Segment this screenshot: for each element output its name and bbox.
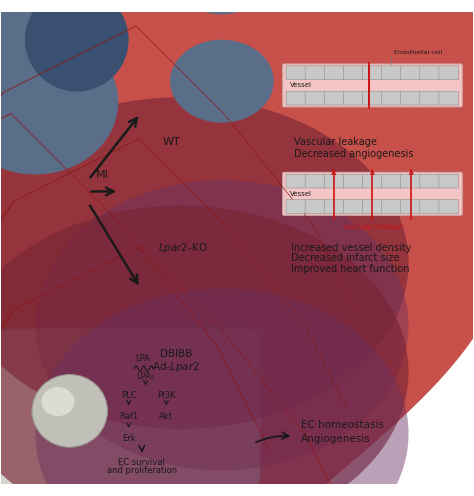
Text: Raf1: Raf1 <box>119 412 138 421</box>
FancyBboxPatch shape <box>382 199 401 213</box>
Ellipse shape <box>41 387 74 416</box>
FancyBboxPatch shape <box>305 174 325 188</box>
FancyBboxPatch shape <box>286 174 306 188</box>
Ellipse shape <box>0 0 118 66</box>
FancyBboxPatch shape <box>401 174 420 188</box>
FancyBboxPatch shape <box>420 199 439 213</box>
Ellipse shape <box>0 29 118 175</box>
Text: Vessel: Vessel <box>290 82 312 88</box>
Ellipse shape <box>36 180 409 470</box>
Text: Increased vessel density: Increased vessel density <box>291 243 411 253</box>
FancyBboxPatch shape <box>382 66 401 80</box>
Text: PI3K: PI3K <box>157 390 175 399</box>
FancyBboxPatch shape <box>363 66 382 80</box>
Ellipse shape <box>0 97 409 429</box>
FancyBboxPatch shape <box>401 91 420 105</box>
FancyBboxPatch shape <box>343 66 363 80</box>
Ellipse shape <box>36 289 409 496</box>
Ellipse shape <box>32 374 108 447</box>
Text: Vascular leakage: Vascular leakage <box>293 137 376 147</box>
FancyBboxPatch shape <box>401 199 420 213</box>
Ellipse shape <box>25 0 128 92</box>
Text: EC homeostasis: EC homeostasis <box>301 420 383 430</box>
FancyBboxPatch shape <box>363 174 382 188</box>
FancyBboxPatch shape <box>0 328 261 489</box>
FancyBboxPatch shape <box>363 91 382 105</box>
Text: LPA₂: LPA₂ <box>137 372 155 381</box>
Text: Improved heart function: Improved heart function <box>291 264 410 274</box>
Ellipse shape <box>170 0 274 14</box>
Text: Decreased angiogenesis: Decreased angiogenesis <box>293 149 413 159</box>
FancyBboxPatch shape <box>420 66 439 80</box>
Text: Endothelial cell: Endothelial cell <box>394 50 442 55</box>
FancyBboxPatch shape <box>305 91 325 105</box>
FancyBboxPatch shape <box>286 199 306 213</box>
FancyBboxPatch shape <box>324 91 344 105</box>
Text: LPA: LPA <box>135 354 150 363</box>
Text: DBIBB: DBIBB <box>160 349 192 359</box>
FancyBboxPatch shape <box>286 66 306 80</box>
FancyBboxPatch shape <box>305 199 325 213</box>
FancyBboxPatch shape <box>324 66 344 80</box>
FancyBboxPatch shape <box>439 174 458 188</box>
Text: Decreased infarct size: Decreased infarct size <box>291 253 400 263</box>
FancyBboxPatch shape <box>401 66 420 80</box>
FancyBboxPatch shape <box>324 174 344 188</box>
Text: WT: WT <box>162 137 180 147</box>
FancyBboxPatch shape <box>283 64 462 107</box>
Text: Akt: Akt <box>159 412 173 421</box>
FancyBboxPatch shape <box>343 91 363 105</box>
FancyBboxPatch shape <box>439 199 458 213</box>
Text: Vascular leakage: Vascular leakage <box>343 224 402 230</box>
FancyBboxPatch shape <box>439 91 458 105</box>
FancyBboxPatch shape <box>343 174 363 188</box>
Polygon shape <box>0 62 474 496</box>
Ellipse shape <box>170 40 274 123</box>
Text: $\it{Lpar2}$-KO: $\it{Lpar2}$-KO <box>158 241 208 255</box>
Text: EC survival: EC survival <box>118 458 165 467</box>
Text: Erk: Erk <box>122 434 136 443</box>
Text: Vessel: Vessel <box>290 191 312 197</box>
Text: Ad-$\it{Lpar2}$: Ad-$\it{Lpar2}$ <box>152 360 200 374</box>
FancyBboxPatch shape <box>286 91 306 105</box>
Polygon shape <box>0 0 474 469</box>
FancyBboxPatch shape <box>382 174 401 188</box>
Ellipse shape <box>0 205 409 496</box>
FancyBboxPatch shape <box>324 199 344 213</box>
Text: MI: MI <box>96 170 109 180</box>
FancyBboxPatch shape <box>343 199 363 213</box>
FancyBboxPatch shape <box>420 91 439 105</box>
FancyBboxPatch shape <box>382 91 401 105</box>
FancyBboxPatch shape <box>283 173 462 215</box>
FancyBboxPatch shape <box>439 66 458 80</box>
FancyBboxPatch shape <box>305 66 325 80</box>
Text: PLC: PLC <box>121 390 137 399</box>
FancyBboxPatch shape <box>420 174 439 188</box>
Text: Angiogenesis: Angiogenesis <box>301 434 370 444</box>
Text: and proliferation: and proliferation <box>107 466 177 475</box>
FancyBboxPatch shape <box>363 199 382 213</box>
